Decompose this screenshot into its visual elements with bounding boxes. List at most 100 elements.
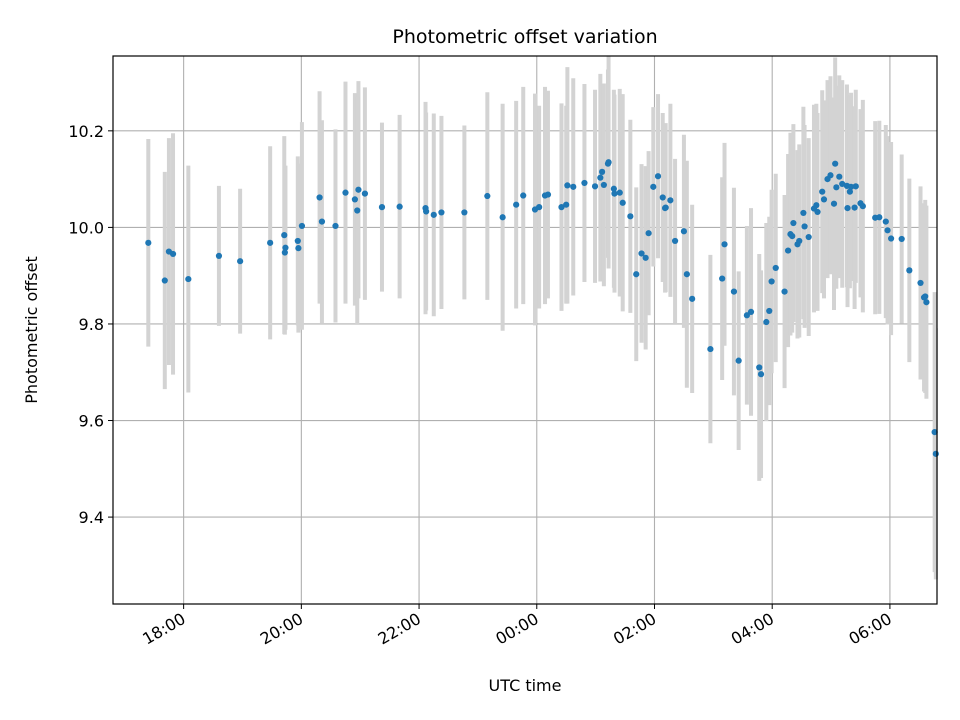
data-point	[558, 204, 565, 211]
data-point	[642, 254, 649, 261]
data-point	[513, 201, 520, 208]
data-point	[422, 204, 429, 212]
data-point	[342, 189, 349, 196]
data-point	[922, 293, 929, 300]
data-point	[931, 429, 938, 436]
data-point	[662, 204, 669, 211]
data-point	[332, 222, 339, 230]
data-point	[616, 189, 623, 196]
data-point	[830, 200, 838, 207]
data-point	[484, 192, 491, 200]
data-point	[876, 214, 883, 221]
data-point	[846, 188, 853, 195]
data-point	[281, 232, 288, 239]
data-point	[659, 194, 666, 201]
data-point	[499, 214, 506, 221]
y-axis-ticks: 9.4 9.6 9.8 10.0 10.2	[68, 122, 113, 527]
data-point	[683, 271, 690, 278]
data-point	[564, 182, 571, 189]
data-point	[600, 181, 607, 189]
data-point	[611, 190, 618, 197]
data-point	[884, 227, 891, 234]
data-point	[781, 288, 788, 295]
data-point	[354, 207, 361, 214]
data-point	[185, 275, 192, 283]
data-point	[161, 277, 168, 284]
data-point	[756, 364, 763, 371]
data-point	[917, 279, 924, 287]
data-point	[844, 204, 851, 212]
data-point	[836, 173, 843, 180]
data-point	[267, 239, 274, 246]
data-point	[827, 172, 834, 179]
data-point	[932, 450, 939, 457]
data-point	[859, 203, 866, 210]
data-point	[772, 264, 779, 272]
y-tick-label: 10.2	[68, 122, 104, 141]
data-point	[650, 183, 657, 190]
data-points	[145, 159, 939, 457]
data-point	[654, 173, 662, 180]
data-point	[800, 209, 807, 217]
data-point	[581, 179, 588, 187]
y-tick-label: 9.6	[79, 412, 104, 431]
data-point	[796, 237, 803, 245]
x-axis-label: UTC time	[489, 676, 562, 695]
data-point	[768, 278, 775, 285]
data-point	[766, 307, 773, 315]
data-point	[563, 201, 570, 208]
data-point	[430, 211, 437, 218]
data-point	[536, 204, 543, 211]
data-point	[852, 183, 859, 190]
data-point	[591, 183, 599, 190]
data-point	[667, 197, 674, 204]
data-point	[281, 249, 288, 256]
data-point	[787, 231, 794, 238]
data-point	[570, 183, 577, 190]
data-point	[544, 191, 552, 198]
data-point	[619, 199, 626, 206]
plot-frame	[112, 55, 938, 605]
data-point	[814, 208, 821, 216]
data-point	[378, 204, 386, 211]
data-point	[520, 192, 527, 199]
chart-title: Photometric offset variation	[392, 26, 657, 48]
data-point	[689, 295, 696, 302]
data-point	[882, 218, 889, 225]
data-point	[784, 247, 792, 254]
data-point	[839, 180, 846, 188]
data-point	[605, 159, 612, 166]
data-point	[730, 288, 738, 295]
data-point	[898, 235, 905, 243]
data-point	[747, 308, 755, 315]
data-point	[887, 235, 895, 242]
data-point	[145, 239, 152, 246]
data-point	[735, 357, 742, 364]
data-point	[461, 209, 468, 216]
data-point	[805, 233, 812, 241]
data-point	[599, 168, 606, 175]
y-tick-label: 9.8	[79, 315, 104, 334]
data-point	[813, 202, 820, 209]
data-point	[763, 318, 770, 326]
data-point	[318, 218, 326, 225]
data-point	[298, 222, 306, 230]
data-point	[396, 203, 403, 210]
data-point	[295, 245, 302, 252]
data-point	[294, 237, 301, 245]
data-point	[638, 250, 645, 257]
data-point	[707, 345, 714, 353]
data-point	[438, 209, 445, 216]
data-point	[819, 188, 826, 195]
data-point	[757, 371, 765, 378]
data-point	[719, 275, 726, 282]
data-point	[316, 194, 323, 201]
data-point	[169, 250, 177, 258]
data-point	[833, 184, 840, 191]
data-point	[361, 190, 369, 197]
data-point	[820, 196, 828, 203]
data-point	[680, 228, 688, 235]
data-point	[351, 196, 359, 203]
